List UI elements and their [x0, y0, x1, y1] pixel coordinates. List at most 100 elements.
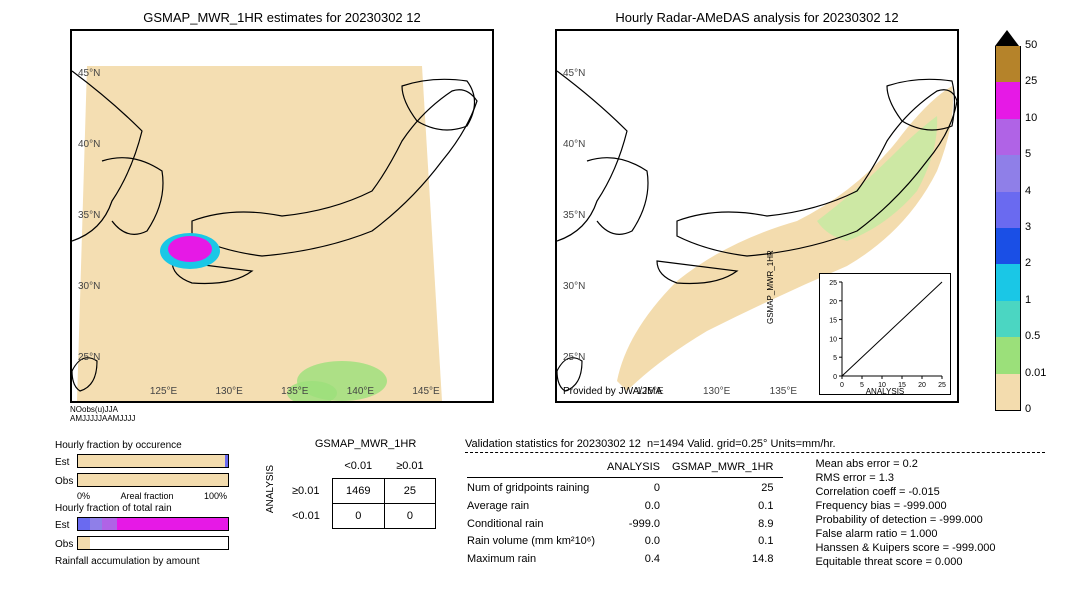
- left-map-footnote-2: AMJJJJJAAMJJJJ: [70, 414, 494, 423]
- validation-cell: 0.1: [672, 498, 783, 514]
- colorbar-segment: [995, 82, 1021, 118]
- lon-tick-label: 135°E: [281, 386, 308, 397]
- accum-title: Rainfall accumulation by amount: [55, 556, 235, 567]
- lon-tick-label: 130°E: [703, 386, 730, 397]
- lon-tick-label: 130°E: [216, 386, 243, 397]
- validation-cell: 0: [607, 481, 670, 497]
- fractions-panel: Hourly fraction by occurence Est Obs 0% …: [55, 438, 235, 569]
- lat-tick-label: 35°N: [78, 210, 100, 221]
- colorbar-segment: [995, 301, 1021, 337]
- lat-tick-label: 45°N: [78, 68, 100, 79]
- figure-root: GSMAP_MWR_1HR estimates for 20230302 12: [10, 10, 1070, 602]
- contingency-panel: GSMAP_MWR_1HR ANALYSIS <0.01≥0.01≥0.0114…: [265, 438, 436, 529]
- colorbar-tick-label: 0: [1025, 403, 1031, 415]
- right-map: 45°N40°N35°N30°N25°N 125°E130°E135°E Pro…: [555, 29, 959, 403]
- right-map-panel: Hourly Radar-AMeDAS analysis for 2023030…: [555, 10, 959, 403]
- areal-label: Areal fraction: [120, 491, 173, 501]
- colorbar-tick-label: 50: [1025, 39, 1037, 51]
- lat-tick-label: 40°N: [78, 139, 100, 150]
- areal-left: 0%: [77, 491, 90, 501]
- validation-cell: 0.0: [607, 498, 670, 514]
- validation-stat: Correlation coeff = -0.015: [815, 485, 995, 499]
- colorbar: 502510543210.50.010: [995, 30, 1019, 410]
- colorbar-segment: [995, 192, 1021, 228]
- contingency-col-header: ≥0.01: [384, 454, 435, 479]
- validation-stat: Frequency bias = -999.000: [815, 499, 995, 513]
- contingency-col-title: GSMAP_MWR_1HR: [295, 438, 436, 450]
- contingency-col-header: <0.01: [332, 454, 384, 479]
- svg-text:20: 20: [829, 299, 837, 306]
- validation-cell: 8.9: [672, 516, 783, 532]
- bar-segment: [117, 518, 228, 530]
- bar-segment: [78, 455, 225, 467]
- left-map-panel: GSMAP_MWR_1HR estimates for 20230302 12: [70, 10, 494, 423]
- colorbar-tick-label: 0.5: [1025, 330, 1040, 342]
- svg-text:5: 5: [833, 355, 837, 362]
- occurrence-title: Hourly fraction by occurence: [55, 440, 235, 451]
- colorbar-segment: [995, 119, 1021, 155]
- totalrain-bar-est: [77, 517, 229, 531]
- colorbar-tick-label: 10: [1025, 112, 1037, 124]
- validation-row-label: Num of gridpoints raining: [467, 481, 605, 497]
- validation-title: Validation statistics for 20230302 12 n=…: [465, 438, 1045, 453]
- areal-right: 100%: [204, 491, 227, 501]
- validation-stat: Probability of detection = -999.000: [815, 513, 995, 527]
- bar-segment: [78, 474, 228, 486]
- validation-cell: -999.0: [607, 516, 670, 532]
- map-credit: Provided by JWA/JMA: [563, 386, 662, 397]
- lat-tick-label: 25°N: [78, 352, 100, 363]
- validation-stat: False alarm ratio = 1.000: [815, 527, 995, 541]
- lon-tick-label: 125°E: [150, 386, 177, 397]
- colorbar-tick-label: 1: [1025, 294, 1031, 306]
- contingency-cell: 0: [332, 504, 384, 529]
- lon-tick-label: 140°E: [347, 386, 374, 397]
- right-map-title: Hourly Radar-AMeDAS analysis for 2023030…: [555, 10, 959, 25]
- colorbar-segment: [995, 374, 1021, 411]
- validation-stat: Equitable threat score = 0.000: [815, 555, 995, 569]
- validation-cell: 14.8: [672, 551, 783, 567]
- colorbar-segment: [995, 46, 1021, 82]
- validation-cell: 0.1: [672, 534, 783, 550]
- lat-tick-label: 35°N: [563, 210, 585, 221]
- validation-stat: Hanssen & Kuipers score = -999.000: [815, 541, 995, 555]
- validation-cell: 0.0: [607, 534, 670, 550]
- validation-stat: RMS error = 1.3: [815, 471, 995, 485]
- scatter-inset: 00551010151520202525 GSMAP_MWR_1HR ANALY…: [819, 273, 951, 395]
- bar-segment: [225, 455, 228, 467]
- lat-tick-label: 30°N: [563, 281, 585, 292]
- label-est: Est: [55, 457, 77, 468]
- validation-table: ANALYSISGSMAP_MWR_1HRNum of gridpoints r…: [465, 457, 785, 569]
- validation-row-label: Maximum rain: [467, 551, 605, 567]
- colorbar-segment: [995, 155, 1021, 191]
- left-map-title: GSMAP_MWR_1HR estimates for 20230302 12: [70, 10, 494, 25]
- svg-text:0: 0: [833, 374, 837, 381]
- left-map-svg: [72, 31, 492, 401]
- occurrence-bar-est: [77, 454, 229, 468]
- lon-tick-label: 145°E: [412, 386, 439, 397]
- contingency-table: <0.01≥0.01≥0.01146925<0.0100: [280, 454, 436, 529]
- colorbar-tick-label: 0.01: [1025, 367, 1046, 379]
- validation-cell: 0.4: [607, 551, 670, 567]
- scatter-xlabel: ANALYSIS: [820, 387, 950, 396]
- validation-stats-list: Mean abs error = 0.2RMS error = 1.3Corre…: [815, 457, 995, 569]
- bar-segment: [78, 537, 90, 549]
- validation-row-label: Rain volume (mm km²10⁶): [467, 534, 605, 550]
- occurrence-bar-obs: [77, 473, 229, 487]
- colorbar-tick-label: 25: [1025, 75, 1037, 87]
- contingency-row-header: ≥0.01: [280, 479, 332, 504]
- lon-tick-label: 135°E: [770, 386, 797, 397]
- validation-cell: 25: [672, 481, 783, 497]
- bar-segment: [90, 518, 102, 530]
- totalrain-title: Hourly fraction of total rain: [55, 503, 235, 514]
- colorbar-tick-label: 2: [1025, 257, 1031, 269]
- totalrain-bar-obs: [77, 536, 229, 550]
- contingency-cell: 25: [384, 479, 435, 504]
- contingency-cell: 1469: [332, 479, 384, 504]
- svg-text:15: 15: [829, 318, 837, 325]
- colorbar-tick-label: 5: [1025, 148, 1031, 160]
- lat-tick-label: 25°N: [563, 352, 585, 363]
- validation-row-label: Average rain: [467, 498, 605, 514]
- bar-segment: [102, 518, 117, 530]
- bar-segment: [78, 518, 90, 530]
- svg-text:10: 10: [829, 336, 837, 343]
